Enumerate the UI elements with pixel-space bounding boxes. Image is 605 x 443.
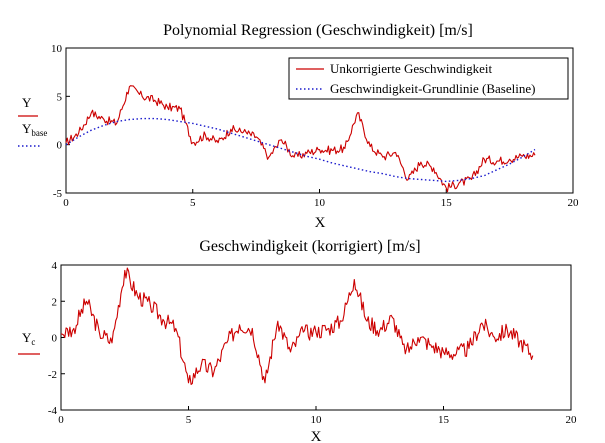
- chart-1-ylabel: Y Ybase: [18, 95, 47, 147]
- x-tick-label: 20: [568, 197, 580, 209]
- y-tick-label: 4: [52, 260, 58, 272]
- chart-1-series: [65, 85, 536, 193]
- series-line-baseline: [65, 117, 536, 183]
- x-tick-label: 5: [190, 197, 196, 209]
- series-line-signal: [65, 85, 536, 193]
- chart-1-ylabel-base-sub: base: [31, 128, 47, 138]
- y-tick-label: 5: [57, 91, 63, 103]
- y-tick-label: 0: [57, 140, 63, 152]
- x-tick-label: 15: [441, 197, 453, 209]
- chart-1: Polynomial Regression (Geschwindigkeit) …: [18, 22, 579, 231]
- y-tick-label: 2: [52, 296, 58, 308]
- chart-2: Geschwindigkeit (korrigiert) [m/s] 0 5 10 1…: [18, 238, 577, 443]
- x-tick-label: 0: [58, 414, 64, 426]
- chart-1-ylabel-base: Ybase: [22, 121, 47, 138]
- y-tick-label: 10: [51, 43, 63, 55]
- x-tick-label: 0: [63, 197, 69, 209]
- chart-2-plot-frame: [60, 264, 572, 411]
- chart-1-xlabel: X: [315, 215, 326, 231]
- legend-red-label: Unkorrigierte Geschwindigkeit: [330, 61, 492, 76]
- chart-2-series: [60, 267, 534, 385]
- y-tick-label: -4: [48, 405, 58, 417]
- chart-2-ylabel-sub: c: [31, 337, 35, 347]
- x-tick-label: 10: [311, 414, 323, 426]
- chart-1-ylabel-base-letter: Y: [22, 121, 32, 136]
- chart-2-ylabel: Yc: [18, 330, 40, 355]
- x-tick-label: 10: [314, 197, 326, 209]
- chart-1-title: Polynomial Regression (Geschwindigkeit) …: [163, 22, 473, 39]
- y-tick-label: -5: [53, 188, 63, 200]
- chart-2-title: Geschwindigkeit (korrigiert) [m/s]: [199, 238, 420, 255]
- chart-2-tick-labels: 0 5 10 15 20 -4 -2 0 2 4: [48, 260, 577, 426]
- chart-1-plot-frame: [65, 47, 574, 194]
- chart-2-xlabel: X: [311, 429, 322, 443]
- x-tick-label: 20: [566, 414, 578, 426]
- chart-1-legend: Unkorrigierte Geschwindigkeit Geschwindi…: [288, 57, 569, 100]
- legend-box: [288, 57, 569, 100]
- chart-2-ylabel-letter: Y: [22, 330, 32, 345]
- y-tick-label: -2: [48, 369, 57, 381]
- legend-blue-label: Geschwindigkeit-Grundlinie (Baseline): [330, 81, 535, 96]
- chart-1-ylabel-main: Y: [22, 95, 32, 110]
- chart-2-ylabel-text: Yc: [22, 330, 35, 347]
- x-tick-label: 15: [438, 414, 450, 426]
- x-tick-label: 5: [186, 414, 192, 426]
- series-line-signal: [60, 267, 534, 385]
- y-tick-label: 0: [52, 333, 58, 345]
